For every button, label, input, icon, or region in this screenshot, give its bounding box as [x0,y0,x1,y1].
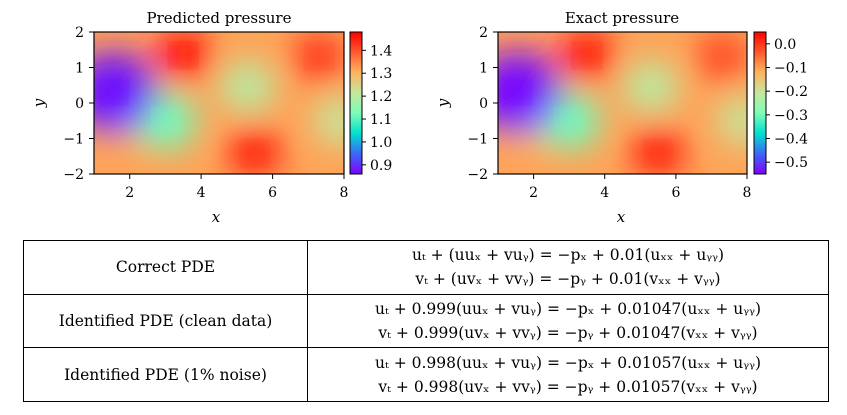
exact-pressure-panel: Exact pressure 2 1 0 −1 −2 2 4 6 8 x y [434,9,808,226]
predicted-title: Predicted pressure [147,9,292,27]
exact-x-ticks: 2 4 6 8 [529,174,751,201]
row-label: Identified PDE (1% noise) [23,347,308,402]
equation-u: uₜ + 0.998(uuₓ + vuᵧ) = −pₓ + 0.01057(uₓ… [374,353,762,372]
exact-y-axis-label: y [434,98,452,108]
x-tick-label: 2 [125,185,134,201]
x-tick-label: 4 [197,185,206,201]
field-core [558,110,581,131]
y-tick-label: −1 [63,132,84,148]
y-tick-label: 1 [75,61,84,77]
x-tick-label: 6 [671,185,680,201]
colorbar-tick-label: 1.4 [370,43,392,59]
equation-u: uₜ + 0.999(uuₓ + vuᵧ) = −pₓ + 0.01047(uₓ… [374,299,762,318]
exact-x-axis-label: x [617,208,626,226]
colorbar-tick-label: −0.5 [774,155,808,171]
equation-cell: uₜ + 0.998(uuₓ + vuᵧ) = −pₓ + 0.01057(uₓ… [307,347,829,402]
x-tick-label: 2 [529,185,538,201]
colorbar-tick-label: −0.3 [774,108,808,124]
y-tick-label: 0 [479,96,488,112]
equation-cell: uₜ + (uuₓ + vuᵧ) = −pₓ + 0.01(uₓₓ + uᵧᵧ)… [307,240,829,295]
predicted-colorbar-gradient [349,31,363,175]
field-core [647,142,670,163]
field-core [243,142,266,163]
field-core [102,82,125,103]
field-core [506,82,529,103]
colorbar-tick-label: −0.1 [774,61,808,77]
x-tick-label: 6 [268,185,277,201]
colorbar-tick-label: 1.3 [370,66,392,82]
colorbar-tick-label: 1.0 [370,135,392,151]
predicted-x-axis-label: x [212,208,221,226]
field-core [172,45,195,66]
table-row: Correct PDE uₜ + (uuₓ + vuᵧ) = −pₓ + 0.0… [23,240,829,295]
exact-colorbar: 0.0 −0.1 −0.2 −0.3 −0.4 −0.5 [753,31,808,175]
row-label: Identified PDE (clean data) [23,293,308,349]
predicted-colorbar: 1.4 1.3 1.2 1.1 1.0 0.9 [349,31,392,175]
y-tick-label: −1 [467,132,488,148]
equation-u: uₜ + (uuₓ + vuᵧ) = −pₓ + 0.01(uₓₓ + uᵧᵧ) [411,246,725,265]
exact-title: Exact pressure [565,9,679,27]
equation-v: vₜ + (uvₓ + vvᵧ) = −pᵧ + 0.01(vₓₓ + vᵧᵧ) [415,270,721,289]
field-core [575,45,598,66]
colorbar-tick-label: 0.9 [370,158,392,174]
colorbar-tick-label: 1.1 [370,112,392,128]
pde-comparison-table: Correct PDE uₜ + (uuₓ + vuᵧ) = −pₓ + 0.0… [23,240,829,402]
field-core [154,110,177,131]
predicted-x-ticks: 2 4 6 8 [125,174,348,201]
field-point [695,32,747,82]
field-point [716,95,747,147]
colorbar-tick-label: 0.0 [774,37,796,53]
field-point [94,51,157,134]
field-point [219,60,276,114]
predicted-pressure-panel: Predicted pressure 2 1 0 −1 −2 2 4 6 8 x… [30,9,392,226]
y-tick-label: 0 [75,96,84,112]
colorbar-tick-label: −0.2 [774,84,808,100]
table-row: Identified PDE (1% noise) uₜ + 0.998(uuₓ… [23,347,829,402]
exact-heatmap [498,32,747,174]
predicted-heatmap [94,32,344,174]
y-tick-label: −2 [467,167,488,183]
x-tick-label: 4 [600,185,609,201]
colorbar-tick-label: 1.2 [370,89,392,105]
x-tick-label: 8 [743,185,752,201]
field-point [623,60,679,114]
row-label: Correct PDE [23,240,308,295]
colorbar-tick-label: −0.4 [774,132,808,148]
table-row: Identified PDE (clean data) uₜ + 0.999(u… [23,293,829,349]
field-core [308,46,330,67]
exact-colorbar-gradient [753,31,767,175]
field-point [313,95,344,147]
predicted-y-ticks: 2 1 0 −1 −2 [63,25,94,183]
field-point [498,50,562,134]
equation-v: vₜ + 0.998(uvₓ + vvᵧ) = −pᵧ + 0.01057(vₓ… [378,377,758,396]
y-tick-label: −2 [63,167,84,183]
x-tick-label: 8 [340,185,349,201]
y-tick-label: 2 [479,25,488,41]
equation-cell: uₜ + 0.999(uuₓ + vuᵧ) = −pₓ + 0.01047(uₓ… [307,293,829,349]
equation-v: vₜ + 0.999(uvₓ + vvᵧ) = −pᵧ + 0.01047(vₓ… [378,323,758,342]
predicted-y-axis-label: y [30,98,48,108]
exact-y-ticks: 2 1 0 −1 −2 [467,25,498,183]
y-tick-label: 2 [75,25,84,41]
y-tick-label: 1 [479,61,488,77]
pressure-figure: Predicted pressure 2 1 0 −1 −2 2 4 6 8 x… [30,9,808,226]
